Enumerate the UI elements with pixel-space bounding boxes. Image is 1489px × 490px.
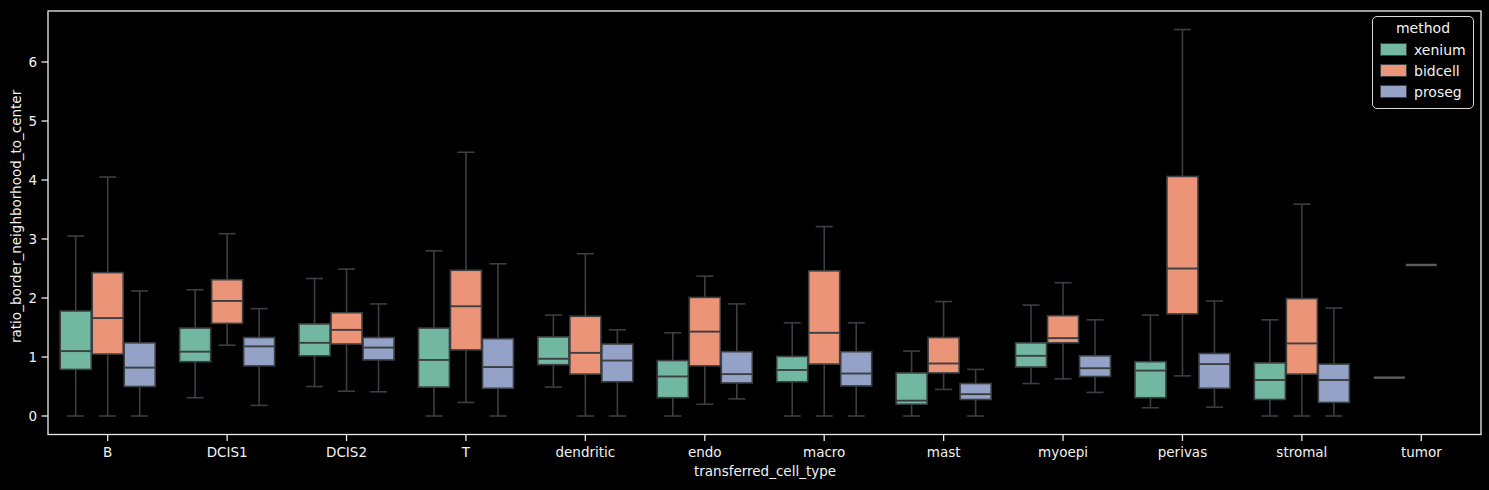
box-xenium — [299, 324, 330, 356]
x-tick-label: DCIS1 — [207, 444, 248, 460]
box-bidcell — [1286, 299, 1317, 375]
box-xenium — [1254, 363, 1285, 400]
x-tick-label: dendritic — [555, 444, 615, 460]
y-tick-label: 5 — [28, 113, 37, 129]
legend-item-proseg: proseg — [1380, 81, 1466, 102]
box-proseg — [960, 384, 991, 400]
legend-label-proseg: proseg — [1414, 84, 1462, 100]
box-bidcell — [570, 316, 601, 374]
y-axis-label: ratio_border_neighborhood_to_center — [8, 103, 24, 343]
box-bidcell — [331, 313, 362, 344]
legend-label-bidcell: bidcell — [1414, 63, 1460, 79]
x-tick-label: stromal — [1276, 444, 1327, 460]
bidcell-swatch-icon — [1380, 64, 1407, 77]
proseg-swatch-icon — [1380, 85, 1407, 98]
legend-item-xenium: xenium — [1380, 39, 1466, 60]
box-xenium — [896, 373, 927, 404]
box-xenium — [657, 361, 688, 398]
legend-item-bidcell: bidcell — [1380, 60, 1466, 81]
box-xenium — [1135, 362, 1166, 398]
x-tick-label: T — [461, 444, 471, 460]
box-proseg — [124, 343, 155, 387]
x-tick-label: DCIS2 — [326, 444, 367, 460]
y-tick-label: 6 — [28, 54, 37, 70]
box-xenium — [538, 337, 569, 365]
y-tick-label: 2 — [28, 290, 37, 306]
legend-title: method — [1380, 20, 1466, 36]
xenium-swatch-icon — [1380, 43, 1407, 56]
x-tick-label: endo — [688, 444, 722, 460]
boxplot-canvas: 0 1 2 3 4 5 6 B DCIS1 DCIS2 Tdendritic endo macro mas… — [0, 0, 1489, 490]
box-xenium — [180, 328, 211, 362]
box-proseg — [1080, 356, 1111, 377]
y-tick-label: 1 — [28, 349, 37, 365]
boxplot-figure: 0 1 2 3 4 5 6 B DCIS1 DCIS2 Tdendritic endo macro mas… — [0, 0, 1489, 490]
legend: method xenium bidcell proseg — [1372, 16, 1474, 109]
legend-label-xenium: xenium — [1414, 42, 1466, 58]
box-xenium — [418, 328, 449, 387]
x-tick-label: myoepi — [1038, 444, 1088, 460]
box-proseg — [1199, 353, 1230, 388]
y-tick-label: 4 — [28, 172, 37, 188]
y-tick-label: 3 — [28, 231, 37, 247]
box-bidcell — [450, 270, 481, 350]
x-tick-label: macro — [803, 444, 845, 460]
y-tick-label: 0 — [28, 408, 37, 424]
x-tick-label: perivas — [1158, 444, 1207, 460]
box-proseg — [482, 339, 513, 389]
box-proseg — [721, 352, 752, 383]
box-bidcell — [92, 273, 123, 354]
box-bidcell — [1167, 176, 1198, 313]
box-bidcell — [809, 271, 840, 364]
x-tick-label: B — [103, 444, 112, 460]
box-proseg — [602, 344, 633, 382]
x-tick-label: tumor — [1401, 444, 1442, 460]
box-proseg — [244, 338, 275, 366]
box-proseg — [363, 338, 394, 360]
box-proseg — [1318, 364, 1349, 402]
x-axis-label: transferred_cell_type — [48, 463, 1482, 479]
box-xenium — [60, 311, 91, 369]
box-bidcell — [928, 338, 959, 373]
box-proseg — [841, 352, 872, 386]
x-tick-label: mast — [927, 444, 961, 460]
